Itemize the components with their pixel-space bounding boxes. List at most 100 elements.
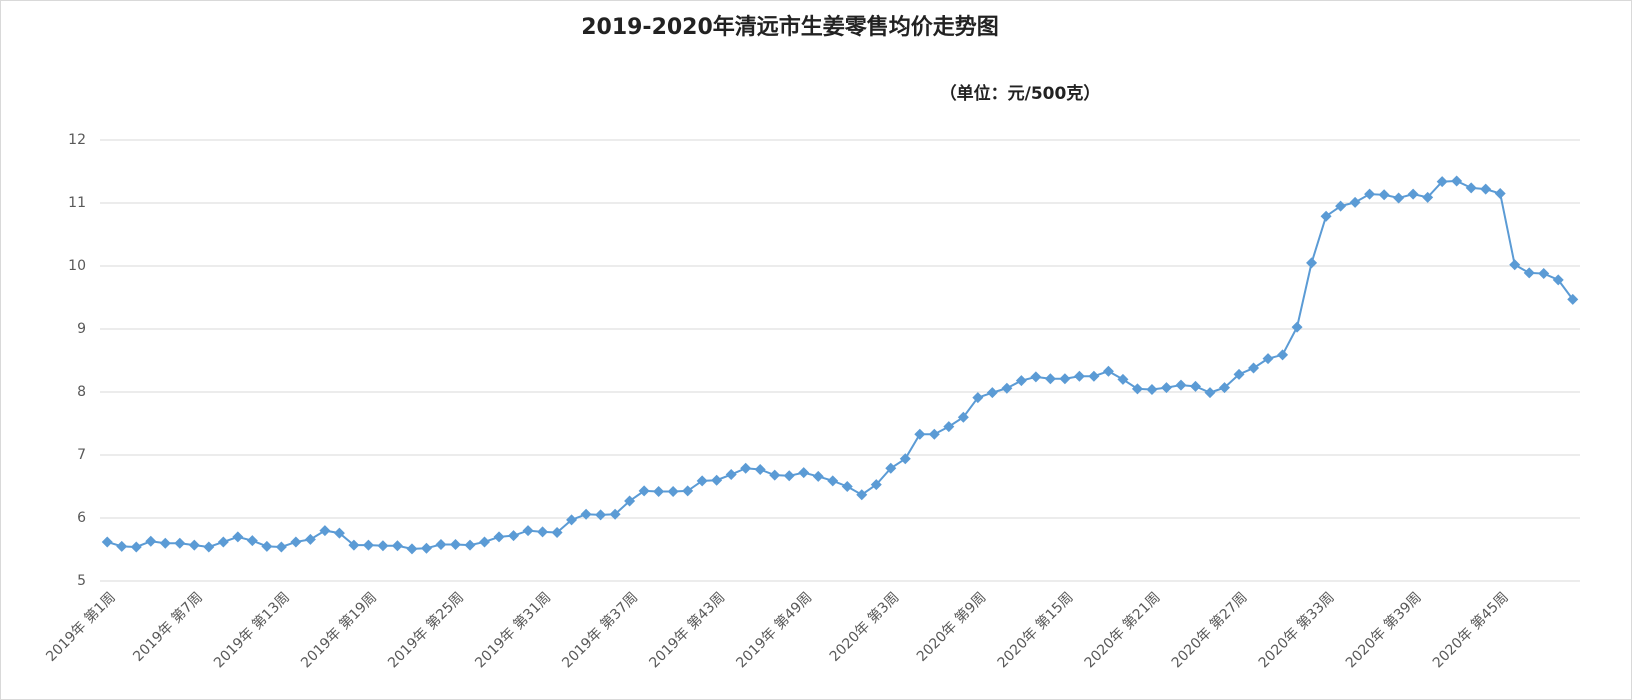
data-point xyxy=(711,474,723,486)
data-point xyxy=(246,535,258,547)
y-tick-label: 8 xyxy=(77,384,86,400)
data-point xyxy=(290,536,302,548)
data-point xyxy=(914,428,926,440)
y-tick-label: 12 xyxy=(68,132,86,148)
data-point xyxy=(304,533,316,545)
y-tick-label: 5 xyxy=(77,573,86,589)
data-point xyxy=(1465,182,1477,194)
data-point xyxy=(1030,371,1042,383)
data-point xyxy=(667,486,679,498)
data-point xyxy=(1436,176,1448,188)
data-point xyxy=(1073,370,1085,382)
data-point xyxy=(348,539,360,551)
data-point xyxy=(566,514,578,526)
data-point xyxy=(624,495,636,507)
data-point xyxy=(275,541,287,553)
data-point xyxy=(1248,362,1260,374)
chart-title: 2019-2020年清远市生姜零售均价走势图 xyxy=(581,14,999,40)
data-point xyxy=(1480,183,1492,195)
data-point xyxy=(1306,257,1318,269)
data-point xyxy=(1320,210,1332,222)
data-point xyxy=(740,462,752,474)
y-tick-label: 6 xyxy=(77,510,86,526)
data-point xyxy=(1015,375,1027,387)
data-point xyxy=(943,421,955,433)
data-point xyxy=(812,470,824,482)
data-point xyxy=(957,411,969,423)
data-point xyxy=(972,392,984,404)
data-point xyxy=(420,542,432,554)
data-point xyxy=(1567,293,1579,305)
data-point xyxy=(1451,175,1463,187)
data-point xyxy=(1131,383,1143,395)
data-point xyxy=(1146,383,1158,395)
data-point xyxy=(1552,274,1564,286)
data-point xyxy=(522,525,534,537)
data-point xyxy=(798,467,810,479)
data-point xyxy=(638,485,650,497)
data-point xyxy=(1349,196,1361,208)
data-point xyxy=(1277,349,1289,361)
data-point xyxy=(377,540,389,552)
data-point xyxy=(986,387,998,399)
data-point xyxy=(232,531,244,543)
data-point xyxy=(159,537,171,549)
y-tick-label: 9 xyxy=(77,321,86,337)
data-point xyxy=(725,469,737,481)
data-point xyxy=(101,536,113,548)
data-point xyxy=(769,469,781,481)
data-point xyxy=(928,428,940,440)
data-point xyxy=(1160,382,1172,394)
data-point xyxy=(449,538,461,550)
data-point xyxy=(145,535,157,547)
data-point xyxy=(217,536,229,548)
data-point xyxy=(696,475,708,487)
data-point xyxy=(319,525,331,537)
data-point xyxy=(870,479,882,491)
data-point xyxy=(333,527,345,539)
data-point xyxy=(1422,191,1434,203)
data-point xyxy=(1538,268,1550,280)
data-point xyxy=(1233,368,1245,380)
data-point xyxy=(203,541,215,553)
data-point xyxy=(435,538,447,550)
data-point xyxy=(1378,189,1390,201)
data-point xyxy=(841,481,853,492)
data-point xyxy=(1059,373,1071,385)
data-point xyxy=(1204,387,1216,399)
data-point xyxy=(406,543,418,555)
chart-subtitle: （单位：元/500克） xyxy=(940,83,1101,104)
data-point xyxy=(479,536,491,548)
y-tick-label: 7 xyxy=(77,447,86,463)
data-point xyxy=(130,541,142,553)
data-point xyxy=(885,462,897,474)
data-point xyxy=(899,453,911,465)
data-point xyxy=(1262,353,1274,365)
data-point xyxy=(362,539,374,551)
data-point xyxy=(754,463,766,475)
data-point xyxy=(116,540,128,552)
data-point xyxy=(537,526,549,538)
data-point xyxy=(1494,188,1506,200)
data-point xyxy=(595,509,607,521)
data-point xyxy=(551,526,563,538)
data-point xyxy=(580,508,592,520)
data-point xyxy=(1117,373,1129,385)
data-point xyxy=(188,539,200,551)
data-point xyxy=(1523,267,1535,279)
data-point xyxy=(1189,380,1201,392)
data-point xyxy=(609,508,621,520)
data-point xyxy=(1364,188,1376,200)
data-point xyxy=(1219,382,1231,394)
data-point xyxy=(493,531,505,543)
data-point xyxy=(827,475,839,487)
data-point xyxy=(508,530,520,542)
data-point xyxy=(653,486,665,498)
data-point xyxy=(261,540,273,552)
data-point xyxy=(391,540,403,552)
data-point xyxy=(1291,321,1303,333)
data-point xyxy=(1044,373,1056,385)
